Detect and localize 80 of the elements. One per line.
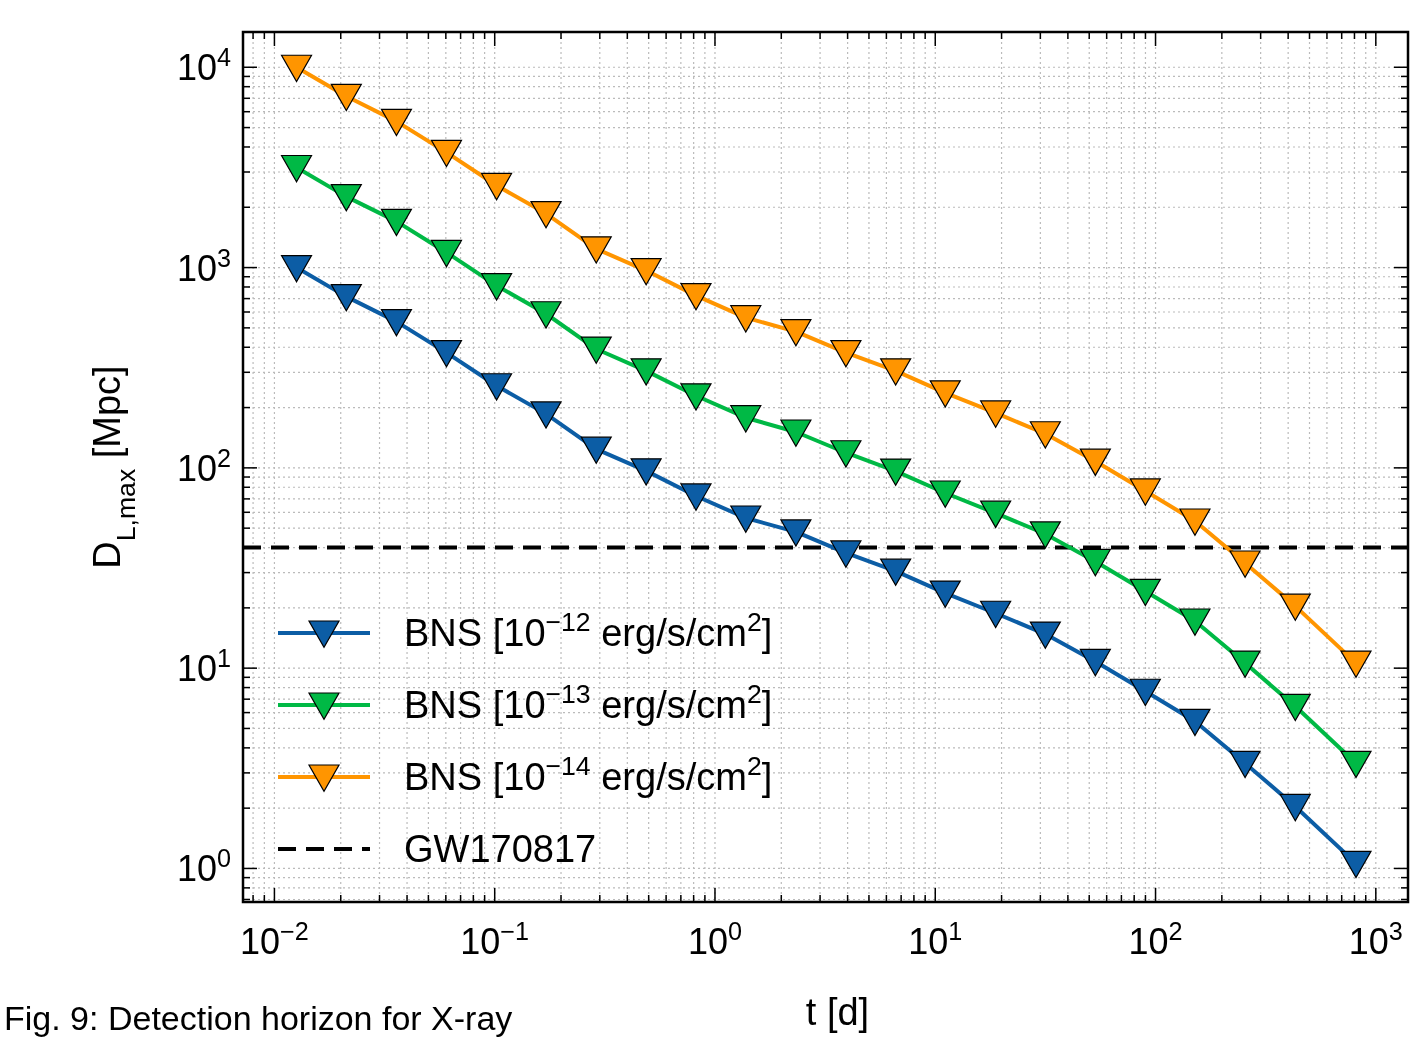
point [330,83,362,112]
point [830,340,862,368]
point [680,383,712,411]
point [929,580,961,608]
point [1179,508,1211,536]
point [580,236,612,264]
point [780,318,812,347]
point [330,284,362,312]
legend-label: GW170817 [404,828,597,870]
point [1179,708,1211,737]
point [380,309,413,337]
point [380,208,413,237]
point [280,154,313,183]
y-tick-label: 10$^{0}$ [176,844,231,890]
point [1129,478,1161,506]
x-tick-label: 10$^{1}$ [908,917,963,962]
point [481,373,513,401]
point [530,301,562,329]
point [1029,621,1061,649]
point [430,340,463,368]
x-axis-title: t [d] [805,991,870,1033]
legend-label: BNS [10$^{−12}$ erg/s/cm$^{2}$] [404,607,773,654]
point [680,483,712,511]
point [1029,521,1061,549]
x-tick-label: 10$^{2}$ [1128,917,1183,962]
point [1279,793,1311,822]
point [980,400,1012,428]
x-tick-label: 10$^{−1}$ [460,917,530,962]
point [1229,750,1261,779]
point [980,600,1012,629]
point [380,108,413,137]
point [1079,648,1111,677]
point [929,480,961,508]
point [780,519,812,547]
point [1279,593,1311,621]
point [630,358,662,386]
point [630,257,662,286]
legend-label: BNS [10$^{−14}$ erg/s/cm$^{2}$] [404,751,773,798]
point [280,54,313,83]
x-tick-label: 10$^{3}$ [1348,917,1403,962]
point [1079,448,1111,477]
caption: Fig. 9: Detection horizon for X-ray [4,999,513,1037]
point [1029,421,1061,449]
point [929,380,961,408]
point [730,405,762,433]
point [680,283,712,311]
y-tick-label: 10$^{2}$ [176,443,231,489]
point [530,200,562,229]
point [580,336,612,364]
point [1129,678,1161,707]
point [481,172,513,201]
point [280,254,313,283]
point [1229,650,1261,678]
y-tick-label: 10$^{3}$ [176,243,231,289]
point [630,458,662,486]
point [430,239,463,268]
point [580,436,612,464]
point [1179,608,1211,636]
point [830,440,862,468]
point [780,419,812,447]
point [880,558,912,586]
point [1229,550,1261,578]
y-tick-label: 10$^{1}$ [176,644,231,690]
legend-label: BNS [10$^{−13}$ erg/s/cm$^{2}$] [404,679,773,726]
point [430,139,463,168]
point [730,305,762,333]
point [880,358,912,386]
point [481,273,513,301]
x-tick-label: 10$^{−2}$ [240,917,309,962]
point [730,505,762,533]
point [1129,578,1161,607]
point [1279,693,1311,722]
point [980,500,1012,529]
y-tick-label: 10$^{4}$ [176,43,231,89]
point [830,540,862,568]
point [330,184,362,212]
point [880,458,912,486]
x-tick-label: 10$^{0}$ [687,917,743,962]
point [1079,548,1111,577]
point [530,401,562,429]
